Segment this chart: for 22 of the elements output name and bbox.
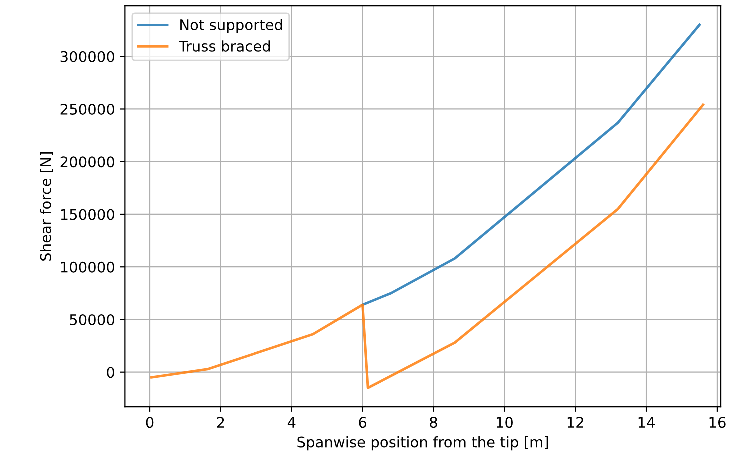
x-tick-label: 12 [568, 417, 584, 428]
y-tick-label: 0 [107, 367, 114, 378]
y-tick-label: 250000 [60, 104, 114, 115]
y-tick-label: 100000 [61, 262, 114, 273]
y-axis-title: Shear force [N] [40, 152, 54, 261]
y-tick-label: 50000 [70, 314, 114, 326]
x-tick-label: 10 [496, 417, 513, 428]
y-tick-label: 150000 [61, 209, 114, 220]
y-tick-label: 200000 [60, 156, 114, 168]
x-tick-label: 8 [430, 417, 438, 428]
line-series [362, 24, 701, 306]
x-tick-label: 16 [710, 417, 726, 428]
x-tick-label: 0 [146, 417, 154, 428]
x-tick-label: 6 [359, 417, 367, 428]
x-tick-label: 14 [638, 417, 655, 428]
line-series [150, 104, 705, 390]
y-tick-label: 300000 [60, 51, 114, 62]
x-tick-label: 4 [288, 417, 296, 428]
legend-label: Not supported [180, 19, 282, 34]
x-axis-title: Spanwise position from the tip [m] [298, 436, 548, 451]
legend-label: Truss braced [179, 40, 270, 52]
x-tick-label: 2 [217, 417, 224, 428]
